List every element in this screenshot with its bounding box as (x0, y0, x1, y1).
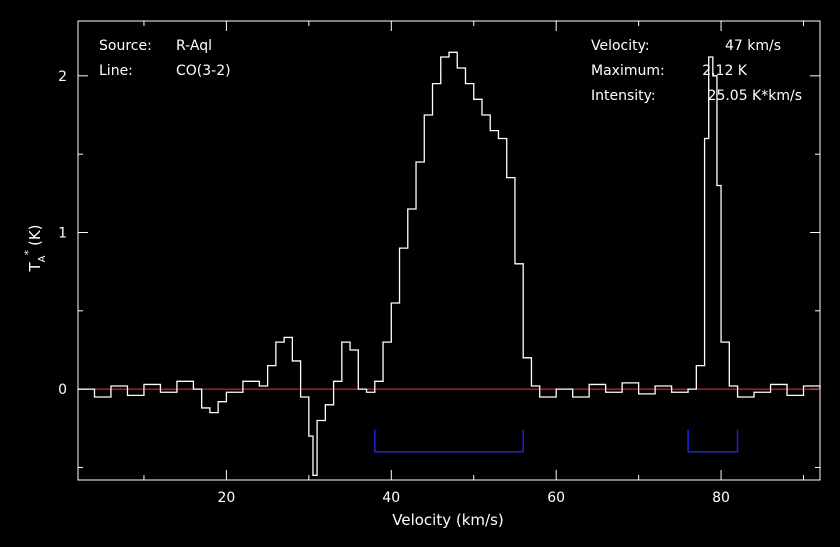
plot-layer: 20 40 60 80 0 1 2 (58, 20, 821, 506)
intensity-value: 25.05 K*km/s (708, 88, 802, 104)
x-tick-label: 80 (712, 490, 730, 506)
y-tick-label: 2 (58, 69, 67, 85)
line-value: CO(3-2) (176, 63, 231, 79)
y-tick-label: 0 (58, 382, 67, 398)
svg-text:TA*(K): TA* (K) (22, 224, 48, 272)
velocity-value: 47 km/s (725, 38, 781, 54)
x-axis-label: Velocity (km/s) (392, 511, 503, 529)
maximum-label: Maximum: (591, 63, 665, 79)
source-label: Source: (99, 38, 152, 54)
y-axis-label-sub: A (37, 255, 48, 262)
integration-window-bracket (687, 429, 739, 453)
x-tick-label: 20 (217, 490, 235, 506)
x-tick-label: 60 (547, 490, 565, 506)
y-axis-label: TA* (K) (22, 224, 48, 272)
spectrum-trace (78, 51, 821, 476)
x-tick-label: 40 (382, 490, 400, 506)
y-axis-label-sup: * (22, 250, 35, 256)
maximum-value: 2.12 K (702, 63, 748, 79)
line-label: Line: (99, 63, 133, 79)
plot-frame (77, 20, 821, 481)
integration-window-bracket (374, 429, 524, 453)
intensity-label: Intensity: (591, 88, 656, 104)
y-tick-label: 1 (58, 225, 67, 241)
velocity-label: Velocity: (591, 38, 650, 54)
y-axis-label-base: T (26, 262, 44, 273)
y-axis-label-unit: (K) (26, 224, 44, 246)
source-value: R-Aql (176, 38, 212, 54)
